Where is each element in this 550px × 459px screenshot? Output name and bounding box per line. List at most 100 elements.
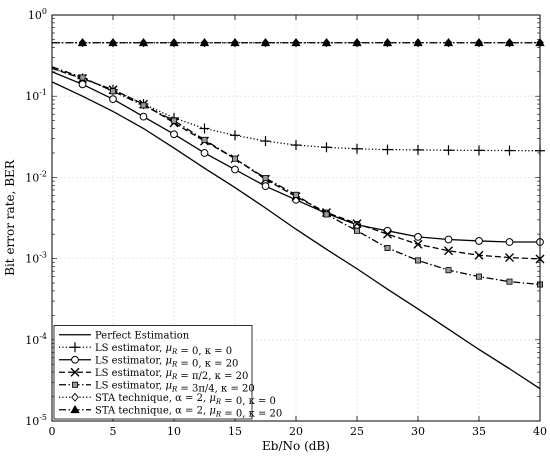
data-point — [444, 246, 453, 256]
y-tick-label: 10-4 — [25, 332, 47, 347]
data-point — [230, 130, 240, 141]
data-point — [474, 145, 484, 156]
data-point — [292, 191, 299, 198]
legend-item: LS estimator, μR = 0, κ = 20 — [59, 355, 238, 369]
data-point — [140, 102, 147, 109]
legend-swatch-marker — [70, 342, 80, 353]
x-tick-label: 15 — [228, 425, 242, 438]
data-point — [384, 245, 391, 252]
data-point — [261, 182, 270, 191]
data-point — [475, 237, 483, 245]
tick-labels: 0 5 10 15 20 25 30 35 40 10-5 10-4 10-3 10-2 10-1 100 — [25, 7, 547, 438]
x-tick-label: 25 — [350, 425, 364, 438]
series-3 — [51, 71, 544, 246]
legend-item: LS estimator, μR = 0, κ = 0 — [59, 342, 232, 357]
data-point — [443, 145, 454, 156]
legend-label: Perfect Estimation — [95, 330, 190, 341]
legend-item: LS estimator, μR = 3π/4, κ = 20 — [59, 380, 255, 394]
data-point — [506, 278, 513, 285]
data-point — [201, 136, 208, 143]
data-point — [414, 257, 421, 264]
data-point — [413, 37, 423, 47]
data-point — [323, 211, 330, 218]
data-point — [445, 267, 452, 274]
data-point — [474, 37, 484, 47]
data-point — [108, 37, 118, 47]
data-point — [352, 143, 362, 154]
data-point — [109, 95, 117, 104]
x-tick-label: 5 — [110, 425, 117, 438]
data-point — [505, 253, 514, 263]
data-point — [352, 37, 362, 47]
data-point — [139, 112, 148, 121]
series-7 — [52, 37, 545, 47]
data-point — [504, 37, 515, 47]
data-point — [382, 144, 393, 155]
data-point — [231, 165, 239, 174]
data-point — [230, 37, 240, 47]
data-point — [260, 136, 271, 147]
data-point — [352, 219, 362, 229]
data-point — [231, 155, 238, 162]
x-axis-label: Eb/No (dB) — [262, 439, 330, 453]
series-line — [51, 81, 541, 390]
data-point — [414, 233, 422, 241]
legend-swatch-marker — [72, 381, 79, 388]
data-point — [77, 37, 88, 47]
x-tick-label: 35 — [472, 425, 486, 438]
data-point — [260, 37, 271, 47]
x-tick-label: 10 — [167, 425, 181, 438]
data-point — [138, 37, 149, 47]
data-point — [169, 37, 179, 47]
legend-label: LS estimator, μR = 0, κ = 0 — [95, 343, 232, 357]
data-point — [79, 74, 86, 81]
legend-item: STA technique, α = 2, μR = 0, κ = 20 — [59, 404, 282, 419]
data-point — [382, 37, 393, 47]
data-point — [199, 123, 210, 134]
series-5 — [51, 66, 544, 288]
data-point — [444, 235, 453, 244]
legend-item: Perfect Estimation — [59, 330, 190, 341]
legend-label: LS estimator, μR = π/2, κ = 20 — [95, 368, 248, 382]
y-tick-label: 100 — [28, 7, 47, 22]
legend-label: STA technique, α = 2, μR = 0, κ = 0 — [95, 393, 276, 407]
data-point — [443, 37, 454, 47]
data-point — [413, 144, 423, 155]
data-point — [78, 80, 87, 89]
legend-label: LS estimator, μR = 0, κ = 20 — [95, 355, 238, 369]
data-point — [383, 229, 392, 239]
data-point — [110, 88, 117, 95]
data-point — [262, 175, 269, 182]
data-point — [505, 238, 514, 246]
data-point — [474, 250, 484, 260]
y-tick-label: 10-3 — [25, 251, 47, 266]
data-point — [321, 37, 332, 47]
data-point — [321, 142, 332, 153]
legend-label: LS estimator, μR = 3π/4, κ = 20 — [95, 380, 255, 394]
x-tick-label: 40 — [533, 425, 547, 438]
data-point — [413, 239, 423, 249]
y-tick-label: 10-1 — [25, 88, 47, 103]
legend-item: STA technique, α = 2, μR = 0, κ = 0 — [59, 393, 276, 407]
data-point — [353, 227, 360, 234]
legend-item: LS estimator, μR = π/2, κ = 20 — [59, 368, 248, 382]
data-point — [291, 140, 301, 151]
y-tick-label: 10-5 — [25, 413, 47, 428]
legend-swatch-marker — [71, 392, 79, 402]
data-point — [170, 117, 177, 124]
y-axis-label: Bit error rate, BER — [3, 159, 17, 276]
legend-swatch-marker — [70, 404, 80, 414]
y-tick-label: 10-2 — [25, 169, 47, 184]
x-tick-label: 0 — [49, 425, 56, 438]
data-point — [200, 149, 209, 157]
legend-swatch-marker — [70, 367, 80, 377]
series-1 — [51, 81, 541, 390]
legend-label: STA technique, α = 2, μR = 0, κ = 20 — [95, 405, 282, 419]
data-point — [199, 37, 210, 47]
data-point — [170, 130, 178, 139]
x-tick-label: 20 — [289, 425, 303, 438]
data-point — [475, 273, 482, 280]
x-tick-label: 30 — [411, 425, 425, 438]
